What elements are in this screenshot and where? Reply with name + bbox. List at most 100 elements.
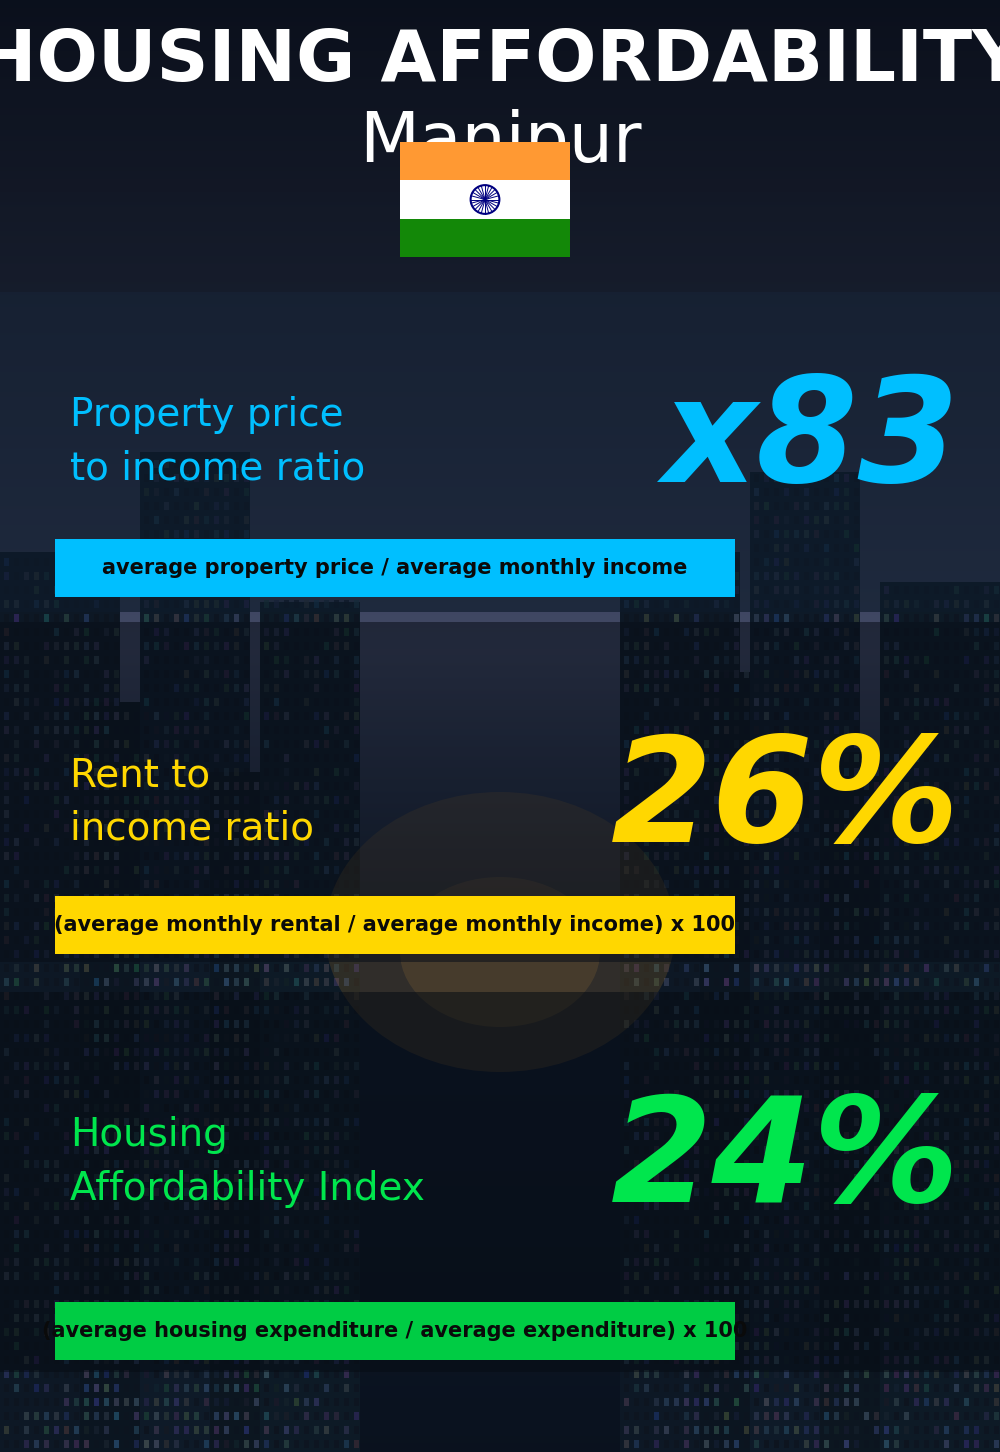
Bar	[174, 530, 179, 539]
Bar	[164, 810, 169, 817]
Bar	[64, 669, 69, 678]
Bar	[784, 754, 789, 762]
Bar	[864, 1230, 869, 1239]
Bar	[834, 1356, 839, 1363]
Bar	[774, 1230, 779, 1239]
Bar	[84, 1371, 89, 1378]
Bar	[764, 1371, 769, 1378]
Bar	[754, 1006, 759, 1013]
Bar	[864, 950, 869, 958]
Bar	[644, 1104, 649, 1112]
Bar	[234, 1202, 239, 1210]
Bar	[784, 530, 789, 539]
Bar	[164, 852, 169, 860]
Bar	[274, 1006, 279, 1013]
Bar	[104, 1133, 109, 1140]
Bar	[824, 1286, 829, 1294]
Bar	[624, 1034, 629, 1043]
Bar	[744, 1133, 749, 1140]
Bar	[274, 1314, 279, 1321]
Bar	[14, 1426, 19, 1435]
Bar	[354, 950, 359, 958]
Bar	[344, 684, 349, 693]
Bar	[134, 810, 139, 817]
Bar	[794, 711, 799, 720]
Bar	[94, 1090, 99, 1098]
Bar	[224, 544, 229, 552]
Bar	[284, 1048, 289, 1056]
Bar	[954, 1034, 959, 1043]
Bar	[984, 979, 989, 986]
Bar	[154, 865, 159, 874]
Bar	[184, 992, 189, 1000]
Bar	[704, 1160, 709, 1167]
Bar	[654, 1175, 659, 1182]
Bar	[164, 1215, 169, 1224]
Bar	[824, 600, 829, 608]
Bar	[254, 1146, 259, 1154]
Bar	[234, 880, 239, 889]
Bar	[744, 992, 749, 1000]
Bar	[974, 1426, 979, 1435]
Bar	[14, 979, 19, 986]
Bar	[84, 865, 89, 874]
Bar	[744, 880, 749, 889]
Bar	[64, 880, 69, 889]
Bar	[234, 880, 239, 889]
Bar	[144, 754, 149, 762]
Bar	[934, 1175, 939, 1182]
Bar	[964, 1300, 969, 1308]
Bar	[174, 979, 179, 986]
Bar	[274, 1244, 279, 1252]
Bar	[954, 1215, 959, 1224]
Bar	[94, 950, 99, 958]
Bar	[264, 964, 269, 971]
Bar	[784, 502, 789, 510]
Bar	[684, 937, 689, 944]
Bar	[714, 1160, 719, 1167]
Bar	[354, 1090, 359, 1098]
Bar	[164, 1440, 169, 1448]
Bar	[134, 1426, 139, 1435]
Bar	[724, 838, 729, 847]
Bar	[44, 741, 49, 748]
Bar	[154, 1272, 159, 1281]
Bar	[914, 726, 919, 735]
Bar	[854, 1314, 859, 1321]
Bar	[84, 698, 89, 706]
Bar	[804, 1314, 809, 1321]
Bar	[844, 1133, 849, 1140]
Bar	[174, 726, 179, 735]
Bar	[634, 1300, 639, 1308]
Bar	[844, 950, 849, 958]
Bar	[854, 726, 859, 735]
Bar	[94, 992, 99, 1000]
Bar	[774, 922, 779, 929]
Bar	[984, 1411, 989, 1420]
Bar	[24, 1034, 29, 1043]
Bar	[354, 852, 359, 860]
Bar	[114, 1230, 119, 1239]
Bar	[714, 880, 719, 889]
Bar	[294, 992, 299, 1000]
Bar	[234, 1371, 239, 1378]
Bar	[154, 1440, 159, 1448]
Bar	[664, 1300, 669, 1308]
Bar	[664, 1384, 669, 1392]
Bar	[324, 1286, 329, 1294]
Bar	[14, 1215, 19, 1224]
Bar	[714, 768, 719, 775]
Bar	[764, 656, 769, 664]
Bar	[724, 852, 729, 860]
Bar	[34, 741, 39, 748]
Bar	[294, 894, 299, 902]
Bar	[54, 823, 59, 832]
Bar	[164, 823, 169, 832]
Bar	[244, 908, 249, 916]
Bar	[344, 711, 349, 720]
Bar	[654, 698, 659, 706]
Bar	[904, 796, 909, 804]
Bar	[734, 880, 739, 889]
Bar	[844, 1090, 849, 1098]
Bar	[64, 937, 69, 944]
